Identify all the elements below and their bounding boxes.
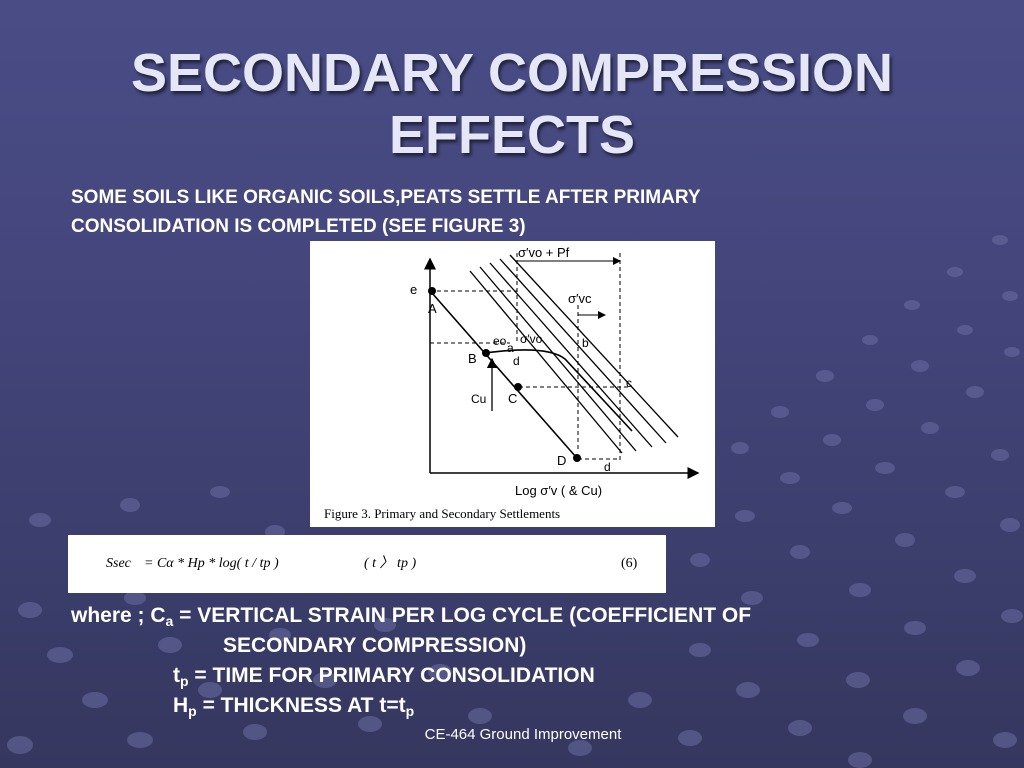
point-c-marker <box>514 383 522 391</box>
figure-3-image: e A B C D eo a d b c d Cu σ′vo + Pf σ′vc… <box>310 241 715 527</box>
y-axis-label: e <box>410 282 417 297</box>
e0-label: eo <box>493 334 507 348</box>
footer-text: CE-464 Ground Improvement <box>424 726 622 743</box>
slide-title: SECONDARY COMPRESSION EFFECTS <box>0 42 1024 166</box>
point-a-label: A <box>428 301 437 316</box>
point-b-marker <box>482 349 490 357</box>
slide-title-line-1: SECONDARY COMPRESSION <box>130 43 894 103</box>
lower-c-label: c <box>626 376 632 390</box>
lower-d1-label: d <box>513 354 520 368</box>
definition-c-alpha: where ; Ca = VERTICAL STRAIN PER LOG CYC… <box>71 601 971 631</box>
secondary-compression-lines <box>469 254 679 454</box>
lower-b-label: b <box>582 336 589 350</box>
c-alpha-subscript: a <box>165 613 174 629</box>
c-alpha-definition: = VERTICAL STRAIN PER LOG CYCLE (COEFFIC… <box>173 604 752 627</box>
hp-end-subscript: p <box>405 703 415 719</box>
recompression-curve <box>484 349 633 432</box>
where-prefix: where ; C <box>71 604 166 627</box>
figure-caption: Figure 3. Primary and Secondary Settleme… <box>324 506 560 521</box>
intro-paragraph: SOME SOILS LIKE ORGANIC SOILS,PEATS SETT… <box>71 183 951 241</box>
point-d-label: D <box>557 453 566 468</box>
settlement-diagram: e A B C D eo a d b c d Cu σ′vo + Pf σ′vc… <box>324 245 700 521</box>
lower-d2-label: d <box>604 460 611 474</box>
hp-definition: = THICKNESS AT t=t <box>196 694 406 717</box>
hp-symbol: H <box>173 694 189 717</box>
sigma-vc-label: σ′vc <box>568 291 592 306</box>
equation-6-image: Ssec = Cα * Hp * log( t / tp ) ( t 〉 tp … <box>68 535 666 593</box>
definition-c-alpha-continued: SECONDARY COMPRESSION) <box>223 634 527 657</box>
point-a-marker <box>428 287 436 295</box>
tp-definition: = TIME FOR PRIMARY CONSOLIDATION <box>188 664 595 687</box>
definition-hp: Hp = THICKNESS AT t=tp <box>71 691 971 721</box>
hp-subscript: p <box>188 703 197 719</box>
tp-symbol: t <box>173 664 180 687</box>
point-c-label: C <box>508 391 517 406</box>
equation-formula: = Cα * Hp * log( t / tp ) <box>144 556 279 571</box>
point-d-marker <box>573 454 581 462</box>
intro-line-2: CONSOLIDATION IS COMPLETED (SEE FIGURE 3… <box>71 216 526 237</box>
equation-condition: ( t 〉 tp ) <box>364 555 416 571</box>
point-b-label: B <box>468 351 477 366</box>
tp-subscript: p <box>180 673 189 689</box>
slide-title-line-2: EFFECTS <box>388 105 635 165</box>
definitions-block: where ; Ca = VERTICAL STRAIN PER LOG CYC… <box>71 601 971 721</box>
intro-line-1: SOME SOILS LIKE ORGANIC SOILS,PEATS SETT… <box>71 187 701 208</box>
equation-svg: Ssec = Cα * Hp * log( t / tp ) ( t 〉 tp … <box>106 555 638 571</box>
definition-tp: tp = TIME FOR PRIMARY CONSOLIDATION <box>71 661 971 691</box>
sigma-vo-label: σ′vo <box>520 332 543 346</box>
sigma-vo-pf-label: σ′vo + Pf <box>518 245 570 260</box>
cu-label: Cu <box>471 392 486 406</box>
equation-number: (6) <box>621 556 638 571</box>
equation-lhs: Ssec <box>106 556 132 571</box>
slide-footer: CE-464 Ground Improvement <box>0 726 1024 743</box>
lower-a-label: a <box>507 341 514 355</box>
x-axis-label: Log σ′v ( & Cu) <box>515 483 602 498</box>
virgin-compression-line <box>431 292 577 458</box>
